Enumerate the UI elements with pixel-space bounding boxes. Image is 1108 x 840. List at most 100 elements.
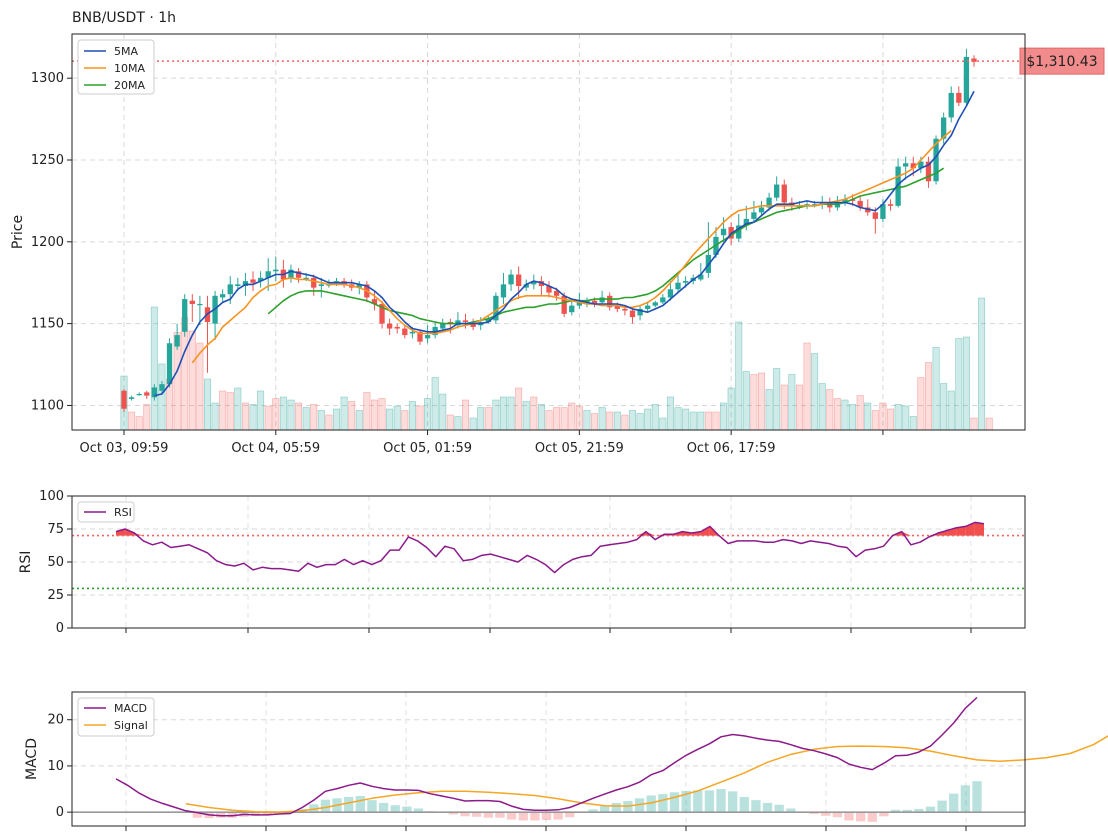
volume-bar bbox=[279, 396, 287, 431]
volume-bar bbox=[515, 387, 523, 431]
candle-body bbox=[857, 200, 863, 208]
macd-hist-bar bbox=[483, 812, 493, 818]
candle-body bbox=[417, 331, 423, 342]
macd-panel-frame bbox=[71, 691, 1026, 827]
candle-body bbox=[736, 225, 742, 239]
price-ytick-label: 1200 bbox=[31, 235, 64, 250]
volume-bar bbox=[871, 410, 879, 431]
candle-body bbox=[242, 281, 249, 286]
volume-bar bbox=[499, 396, 507, 431]
candle-body bbox=[887, 204, 894, 206]
price-ytick-label: 1300 bbox=[31, 71, 64, 86]
volume-bar bbox=[257, 390, 265, 431]
ma20-line bbox=[267, 167, 945, 325]
rsi-overbought-fill bbox=[974, 522, 984, 536]
rsi-overbought-fill bbox=[956, 526, 966, 536]
price-xtick-label: Oct 03, 09:59 bbox=[80, 441, 169, 456]
candle-body bbox=[197, 304, 203, 306]
candle-body bbox=[652, 302, 658, 306]
volume-bar bbox=[833, 398, 841, 431]
volume-bar bbox=[864, 402, 872, 431]
rsi-overbought-fill bbox=[700, 526, 710, 536]
volume-bar bbox=[378, 398, 386, 431]
volume-bar bbox=[568, 402, 576, 431]
volume-bar bbox=[310, 404, 318, 431]
volume-bar bbox=[689, 411, 697, 431]
volume-bar bbox=[932, 347, 940, 431]
volume-bar bbox=[902, 405, 910, 431]
macd-hist-bar bbox=[495, 812, 505, 818]
candle-body bbox=[227, 284, 233, 295]
rsi-ytick-label: 25 bbox=[47, 588, 64, 603]
candle-body bbox=[872, 212, 878, 219]
candle-body bbox=[629, 310, 636, 318]
macd-hist-bar bbox=[937, 800, 947, 813]
candle-body bbox=[424, 335, 431, 339]
volume-bar bbox=[826, 389, 834, 431]
candle-body bbox=[386, 323, 393, 329]
macd-hist-bar bbox=[774, 804, 784, 813]
volume-bar bbox=[287, 399, 295, 431]
macd-hist-bar bbox=[832, 812, 843, 818]
volume-bar bbox=[575, 405, 583, 431]
candle-body bbox=[250, 279, 256, 283]
volume-bar bbox=[249, 404, 257, 431]
volume-bar bbox=[226, 392, 234, 431]
volume-bar bbox=[856, 395, 864, 431]
volume-bar bbox=[758, 372, 765, 431]
candle-body bbox=[940, 117, 947, 139]
price-panel-frame bbox=[71, 33, 1026, 431]
candle-body bbox=[682, 281, 689, 283]
ma5-line bbox=[154, 90, 975, 397]
candle-body bbox=[743, 218, 749, 226]
candle-body bbox=[819, 202, 825, 205]
candle-body bbox=[758, 207, 765, 213]
volume-bar bbox=[917, 377, 925, 431]
volume-bar bbox=[750, 374, 758, 431]
macd-hist-bar bbox=[925, 806, 936, 813]
candle-body bbox=[956, 92, 962, 103]
volume-bar bbox=[416, 405, 424, 431]
volume-bar bbox=[370, 399, 378, 431]
price-legend-label: 10MA bbox=[114, 62, 145, 75]
volume-bar bbox=[818, 383, 826, 431]
macd-hist-bar bbox=[879, 812, 889, 817]
candle-body bbox=[933, 138, 939, 182]
volume-bar bbox=[408, 401, 416, 431]
candle-body bbox=[136, 394, 142, 396]
macd-hist-bar bbox=[553, 812, 563, 820]
volume-bar bbox=[386, 408, 394, 431]
candle-body bbox=[667, 289, 674, 298]
rsi-legend-label: RSI bbox=[114, 506, 132, 519]
volume-bar bbox=[970, 417, 978, 431]
macd-hist-bar bbox=[716, 789, 726, 813]
volume-bar bbox=[553, 407, 561, 431]
volume-bar bbox=[651, 404, 659, 431]
volume-bar bbox=[697, 411, 705, 431]
volume-bar bbox=[879, 402, 887, 431]
volume-bar bbox=[849, 404, 857, 431]
candle-body bbox=[273, 269, 279, 272]
volume-bar bbox=[272, 398, 280, 431]
volume-bar bbox=[591, 413, 599, 431]
candle-body bbox=[470, 322, 476, 327]
rsi-overbought-fill bbox=[116, 529, 126, 536]
volume-bar bbox=[765, 389, 773, 431]
volume-bar bbox=[401, 410, 409, 431]
price-ytick-label: 1100 bbox=[31, 398, 64, 413]
candle-body bbox=[774, 184, 780, 198]
volume-bar bbox=[439, 393, 447, 431]
candle-body bbox=[895, 166, 901, 206]
candle-body bbox=[151, 387, 158, 398]
volume-bar bbox=[978, 297, 986, 431]
price-legend-label: 5MA bbox=[114, 45, 138, 58]
macd-hist-bar bbox=[216, 812, 226, 818]
volume-bar bbox=[462, 399, 470, 431]
candle-body bbox=[607, 295, 613, 308]
macd-hist-bar bbox=[669, 792, 680, 813]
volume-bar bbox=[955, 338, 963, 431]
macd-hist-bar bbox=[809, 812, 819, 814]
volume-bar bbox=[940, 383, 948, 431]
macd-ytick-label: 0 bbox=[56, 805, 64, 820]
